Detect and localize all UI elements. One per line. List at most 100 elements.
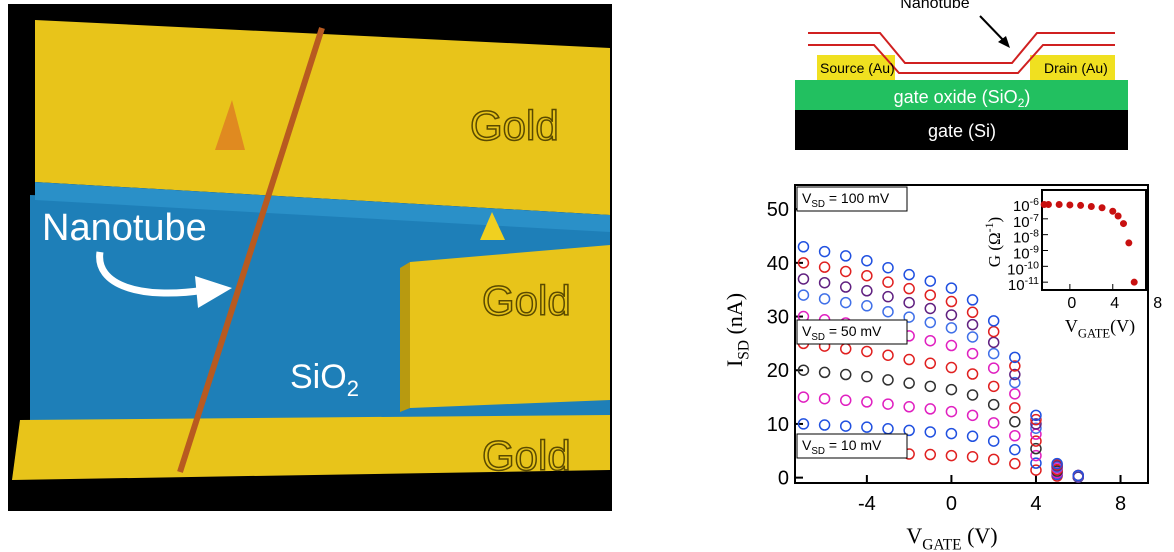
- data-point: [1010, 389, 1020, 399]
- data-point: [946, 323, 956, 333]
- text: = 50 mV: [825, 323, 882, 339]
- x-tick-label: 4: [1030, 493, 1041, 515]
- afm-image: Gold Gold Gold Nanotube SiO2: [8, 4, 612, 511]
- data-point: [968, 295, 978, 305]
- inset-point: [1067, 202, 1073, 208]
- data-point: [798, 242, 808, 252]
- data-point: [820, 247, 830, 257]
- inset-point: [1099, 205, 1105, 211]
- gate-label: gate (Si): [928, 121, 996, 141]
- data-point: [925, 336, 935, 346]
- inset-y-label: G (Ω-1): [982, 217, 1004, 267]
- data-point: [841, 298, 851, 308]
- x-tick-label: 0: [946, 493, 957, 515]
- inset-y-tick-label: 10-11: [1008, 275, 1039, 294]
- data-point: [989, 349, 999, 359]
- data-point: [862, 422, 872, 432]
- superscript: -1: [982, 222, 996, 232]
- data-point: [820, 420, 830, 430]
- text: ): [1024, 87, 1030, 107]
- data-point: [946, 341, 956, 351]
- subscript: SD: [811, 199, 825, 210]
- source-label: Source (Au): [820, 60, 895, 76]
- text: I: [722, 360, 747, 367]
- y-tick-label: 50: [767, 199, 789, 221]
- text: 10: [1007, 261, 1024, 278]
- inset-point: [1126, 240, 1132, 246]
- data-point: [946, 385, 956, 395]
- data-point: [841, 421, 851, 431]
- text: ): [985, 217, 1004, 223]
- data-point: [883, 277, 893, 287]
- inset-point: [1131, 279, 1137, 285]
- inset-x-label: VGATE(V): [1065, 316, 1135, 340]
- subscript: SD: [736, 340, 753, 360]
- data-point: [883, 399, 893, 409]
- data-point: [862, 372, 872, 382]
- data-point: [989, 316, 999, 326]
- data-point: [989, 381, 999, 391]
- data-point: [989, 454, 999, 464]
- data-point: [820, 294, 830, 304]
- data-point: [946, 283, 956, 293]
- data-point: [968, 349, 978, 359]
- data-point: [989, 327, 999, 337]
- text: gate oxide (SiO: [894, 87, 1018, 107]
- data-point: [820, 262, 830, 272]
- x-axis-label: VGATE (V): [906, 523, 997, 552]
- data-point: [925, 427, 935, 437]
- data-point: [883, 424, 893, 434]
- data-point: [925, 381, 935, 391]
- y-tick-label: 10: [767, 414, 789, 436]
- data-point: [904, 378, 914, 388]
- text: SiO: [290, 358, 347, 396]
- data-point: [841, 251, 851, 261]
- text: 10: [1008, 277, 1025, 294]
- text: V: [906, 523, 922, 548]
- nanotube-label: Nanotube: [900, 0, 969, 12]
- data-point: [904, 298, 914, 308]
- gold-label: Gold: [482, 432, 571, 479]
- page: Gold Gold Gold Nanotube SiO2 Nanotube So…: [0, 0, 1174, 552]
- inset-point: [1078, 202, 1084, 208]
- drain-label: Drain (Au): [1044, 60, 1108, 76]
- gold-label: Gold: [470, 102, 559, 149]
- data-point: [989, 337, 999, 347]
- data-point: [968, 332, 978, 342]
- data-point: [883, 375, 893, 385]
- y-tick-label: 0: [778, 468, 789, 490]
- x-tick-label: 8: [1115, 493, 1126, 515]
- inset-point: [1088, 203, 1094, 209]
- superscript: -8: [1030, 228, 1039, 240]
- data-point: [841, 282, 851, 292]
- data-point: [925, 450, 935, 460]
- data-point: [989, 400, 999, 410]
- data-point: [968, 320, 978, 330]
- data-point: [968, 431, 978, 441]
- text: 10: [1013, 198, 1030, 215]
- data-point: [883, 350, 893, 360]
- data-point: [968, 307, 978, 317]
- data-point: [862, 301, 872, 311]
- data-point: [862, 346, 872, 356]
- data-point: [820, 278, 830, 288]
- subscript: 2: [347, 376, 359, 401]
- inset-point: [1045, 202, 1051, 208]
- data-point: [904, 355, 914, 365]
- data-point: [862, 286, 872, 296]
- data-point: [798, 290, 808, 300]
- inset-x-tick-label: 0: [1067, 295, 1076, 312]
- data-point: [862, 256, 872, 266]
- data-point: [925, 303, 935, 313]
- data-point: [1010, 445, 1020, 455]
- data-point: [968, 390, 978, 400]
- data-point: [946, 407, 956, 417]
- superscript: -9: [1030, 243, 1039, 255]
- data-point: [925, 404, 935, 414]
- y-tick-label: 20: [767, 360, 789, 382]
- inset-x-tick-label: 4: [1110, 295, 1119, 312]
- data-point: [946, 451, 956, 461]
- data-point: [820, 394, 830, 404]
- superscript: -10: [1024, 259, 1039, 271]
- data-point: [862, 397, 872, 407]
